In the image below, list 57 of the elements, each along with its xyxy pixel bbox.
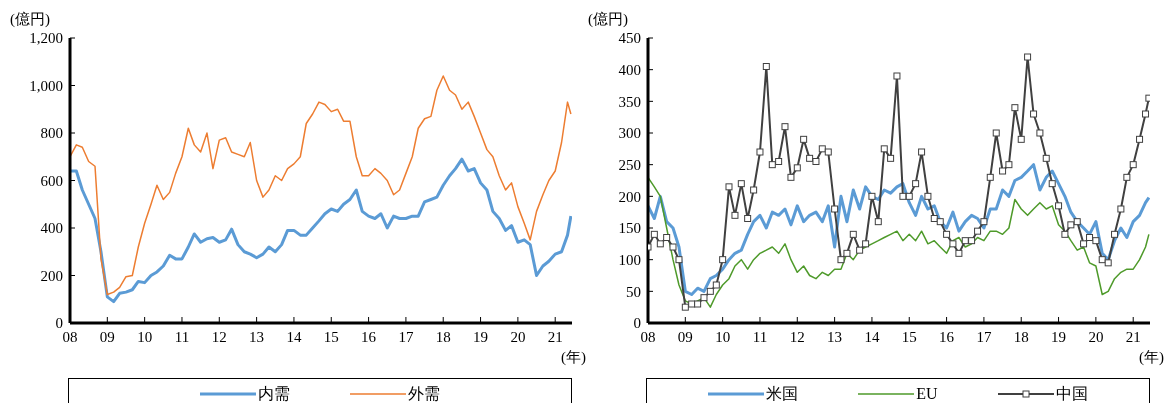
x-tick-label: 17 [398, 328, 414, 345]
y-tick-label: 250 [618, 156, 641, 173]
x-tick-label: 11 [752, 328, 768, 345]
line-series [70, 75, 572, 296]
x-tick-label: 08 [62, 328, 78, 345]
x-tick-label: 15 [901, 328, 917, 345]
x-axis-title: (年) [561, 348, 586, 367]
y-tick-label: 450 [618, 30, 641, 47]
x-tick-label: 13 [827, 328, 843, 345]
y-tick-label: 200 [618, 188, 641, 205]
y-tick-label: 1,000 [29, 77, 63, 94]
x-tick-label: 11 [174, 328, 190, 345]
x-tick-label: 08 [640, 328, 656, 345]
x-tick-label: 14 [286, 328, 302, 345]
y-tick-label: 50 [626, 283, 641, 300]
line-series [648, 163, 1150, 296]
y-axis-title: (億円) [588, 10, 628, 29]
x-tick-label: 19 [473, 328, 489, 345]
x-tick-label: 19 [1051, 328, 1067, 345]
y-tick-label: 100 [618, 251, 641, 268]
y-axis-title: (億円) [10, 10, 50, 29]
y-tick-label: 400 [618, 61, 641, 78]
x-tick-label: 18 [1013, 328, 1029, 345]
x-tick-label: 09 [677, 328, 693, 345]
legend-label: 中国 [1055, 383, 1088, 403]
y-tick-label: 0 [55, 315, 63, 332]
line-series [70, 157, 572, 304]
y-tick-label: 350 [618, 93, 641, 110]
legend-label: 内需 [258, 383, 290, 403]
y-tick-label: 0 [633, 315, 641, 332]
x-tick-label: 20 [510, 328, 526, 345]
x-tick-label: 17 [976, 328, 992, 345]
legend-label: EU [916, 385, 938, 403]
x-tick-label: 12 [789, 328, 805, 345]
x-tick-label: 16 [939, 328, 955, 345]
x-tick-label: 15 [323, 328, 339, 345]
x-tick-label: 21 [547, 328, 563, 345]
x-tick-label: 20 [1088, 328, 1104, 345]
x-axis-title: (年) [1139, 348, 1164, 367]
x-tick-label: 12 [211, 328, 227, 345]
x-tick-label: 21 [1125, 328, 1141, 345]
x-tick-label: 09 [99, 328, 115, 345]
y-tick-label: 600 [40, 172, 63, 189]
x-tick-label: 14 [864, 328, 880, 345]
legend-label: 外需 [408, 383, 440, 403]
y-tick-label: 400 [40, 220, 63, 237]
y-tick-label: 1,200 [29, 30, 63, 47]
x-tick-label: 10 [715, 328, 731, 345]
x-tick-label: 18 [435, 328, 451, 345]
y-tick-label: 200 [40, 267, 63, 284]
x-tick-label: 16 [361, 328, 377, 345]
y-tick-label: 800 [40, 125, 63, 142]
x-tick-label: 10 [137, 328, 153, 345]
y-tick-label: 150 [618, 220, 641, 237]
x-tick-label: 13 [249, 328, 265, 345]
legend-label: 米国 [766, 383, 799, 403]
y-tick-label: 300 [618, 125, 641, 142]
